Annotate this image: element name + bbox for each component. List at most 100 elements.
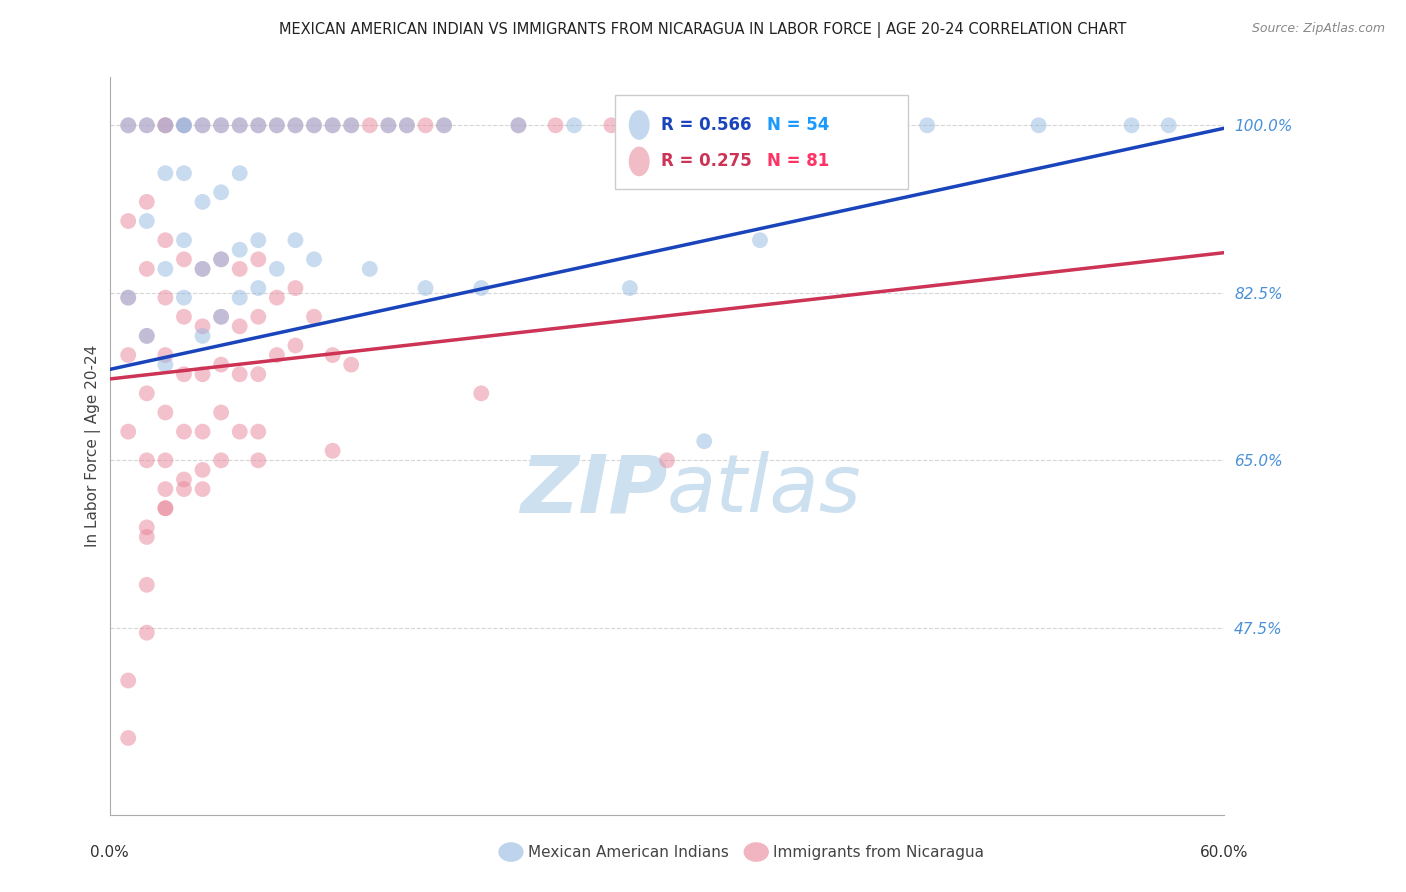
Immigrants from Nicaragua bbox=[173, 252, 195, 267]
Mexican American Indians bbox=[191, 118, 214, 132]
Mexican American Indians bbox=[228, 166, 250, 180]
Y-axis label: In Labor Force | Age 20-24: In Labor Force | Age 20-24 bbox=[86, 345, 101, 547]
Immigrants from Nicaragua bbox=[191, 368, 214, 382]
Immigrants from Nicaragua bbox=[191, 261, 214, 276]
Mexican American Indians bbox=[693, 434, 716, 449]
Mexican American Indians bbox=[915, 118, 938, 132]
Text: 60.0%: 60.0% bbox=[1201, 845, 1249, 860]
Mexican American Indians bbox=[359, 261, 381, 276]
Immigrants from Nicaragua bbox=[600, 118, 623, 132]
Mexican American Indians bbox=[377, 118, 399, 132]
Immigrants from Nicaragua bbox=[302, 118, 325, 132]
Immigrants from Nicaragua bbox=[191, 425, 214, 439]
Mexican American Indians bbox=[266, 118, 288, 132]
Immigrants from Nicaragua bbox=[247, 252, 270, 267]
Immigrants from Nicaragua bbox=[209, 358, 232, 372]
Mexican American Indians bbox=[209, 252, 232, 267]
Immigrants from Nicaragua bbox=[117, 425, 139, 439]
Mexican American Indians bbox=[322, 118, 344, 132]
Immigrants from Nicaragua bbox=[135, 261, 157, 276]
Text: N = 81: N = 81 bbox=[768, 153, 830, 170]
Mexican American Indians bbox=[135, 214, 157, 228]
Immigrants from Nicaragua bbox=[117, 348, 139, 362]
Immigrants from Nicaragua bbox=[359, 118, 381, 132]
Immigrants from Nicaragua bbox=[191, 482, 214, 496]
Immigrants from Nicaragua bbox=[155, 482, 177, 496]
Immigrants from Nicaragua bbox=[508, 118, 530, 132]
Immigrants from Nicaragua bbox=[284, 118, 307, 132]
Immigrants from Nicaragua bbox=[191, 118, 214, 132]
Immigrants from Nicaragua bbox=[266, 291, 288, 305]
Text: R = 0.275: R = 0.275 bbox=[661, 153, 752, 170]
Mexican American Indians bbox=[340, 118, 363, 132]
Text: 0.0%: 0.0% bbox=[90, 845, 129, 860]
Immigrants from Nicaragua bbox=[284, 338, 307, 352]
Immigrants from Nicaragua bbox=[228, 319, 250, 334]
Mexican American Indians bbox=[191, 261, 214, 276]
Immigrants from Nicaragua bbox=[135, 329, 157, 343]
Mexican American Indians bbox=[228, 291, 250, 305]
Immigrants from Nicaragua bbox=[135, 194, 157, 209]
Immigrants from Nicaragua bbox=[209, 405, 232, 419]
Mexican American Indians bbox=[1157, 118, 1180, 132]
Immigrants from Nicaragua bbox=[135, 578, 157, 592]
Immigrants from Nicaragua bbox=[117, 731, 139, 745]
Text: Immigrants from Nicaragua: Immigrants from Nicaragua bbox=[773, 845, 984, 860]
Immigrants from Nicaragua bbox=[284, 281, 307, 295]
Mexican American Indians bbox=[247, 233, 270, 247]
Mexican American Indians bbox=[191, 329, 214, 343]
Immigrants from Nicaragua bbox=[322, 443, 344, 458]
Immigrants from Nicaragua bbox=[228, 118, 250, 132]
Mexican American Indians bbox=[562, 118, 585, 132]
Mexican American Indians bbox=[155, 118, 177, 132]
Immigrants from Nicaragua bbox=[135, 625, 157, 640]
Immigrants from Nicaragua bbox=[155, 348, 177, 362]
Mexican American Indians bbox=[155, 261, 177, 276]
Mexican American Indians bbox=[155, 358, 177, 372]
Mexican American Indians bbox=[470, 281, 492, 295]
Mexican American Indians bbox=[247, 281, 270, 295]
Text: ZIP: ZIP bbox=[520, 451, 666, 529]
Immigrants from Nicaragua bbox=[655, 453, 678, 467]
Immigrants from Nicaragua bbox=[173, 368, 195, 382]
Immigrants from Nicaragua bbox=[415, 118, 437, 132]
Immigrants from Nicaragua bbox=[135, 386, 157, 401]
Mexican American Indians bbox=[842, 118, 865, 132]
Immigrants from Nicaragua bbox=[247, 118, 270, 132]
Immigrants from Nicaragua bbox=[191, 463, 214, 477]
Immigrants from Nicaragua bbox=[117, 118, 139, 132]
Mexican American Indians bbox=[173, 166, 195, 180]
Mexican American Indians bbox=[135, 118, 157, 132]
Immigrants from Nicaragua bbox=[209, 453, 232, 467]
Text: atlas: atlas bbox=[666, 451, 862, 529]
Immigrants from Nicaragua bbox=[117, 214, 139, 228]
Mexican American Indians bbox=[266, 261, 288, 276]
Immigrants from Nicaragua bbox=[544, 118, 567, 132]
Mexican American Indians bbox=[173, 233, 195, 247]
Mexican American Indians bbox=[508, 118, 530, 132]
Immigrants from Nicaragua bbox=[209, 252, 232, 267]
Mexican American Indians bbox=[209, 310, 232, 324]
Mexican American Indians bbox=[284, 118, 307, 132]
Immigrants from Nicaragua bbox=[209, 118, 232, 132]
Mexican American Indians bbox=[415, 281, 437, 295]
Mexican American Indians bbox=[173, 118, 195, 132]
Mexican American Indians bbox=[655, 118, 678, 132]
Immigrants from Nicaragua bbox=[228, 368, 250, 382]
Text: Mexican American Indians: Mexican American Indians bbox=[527, 845, 728, 860]
Immigrants from Nicaragua bbox=[155, 233, 177, 247]
Mexican American Indians bbox=[433, 118, 456, 132]
Immigrants from Nicaragua bbox=[155, 405, 177, 419]
Immigrants from Nicaragua bbox=[155, 118, 177, 132]
Immigrants from Nicaragua bbox=[322, 118, 344, 132]
Immigrants from Nicaragua bbox=[155, 453, 177, 467]
Immigrants from Nicaragua bbox=[209, 310, 232, 324]
Immigrants from Nicaragua bbox=[470, 386, 492, 401]
Immigrants from Nicaragua bbox=[191, 319, 214, 334]
Immigrants from Nicaragua bbox=[135, 118, 157, 132]
Mexican American Indians bbox=[749, 233, 772, 247]
Mexican American Indians bbox=[284, 233, 307, 247]
Immigrants from Nicaragua bbox=[247, 368, 270, 382]
Immigrants from Nicaragua bbox=[377, 118, 399, 132]
Text: R = 0.566: R = 0.566 bbox=[661, 116, 752, 134]
